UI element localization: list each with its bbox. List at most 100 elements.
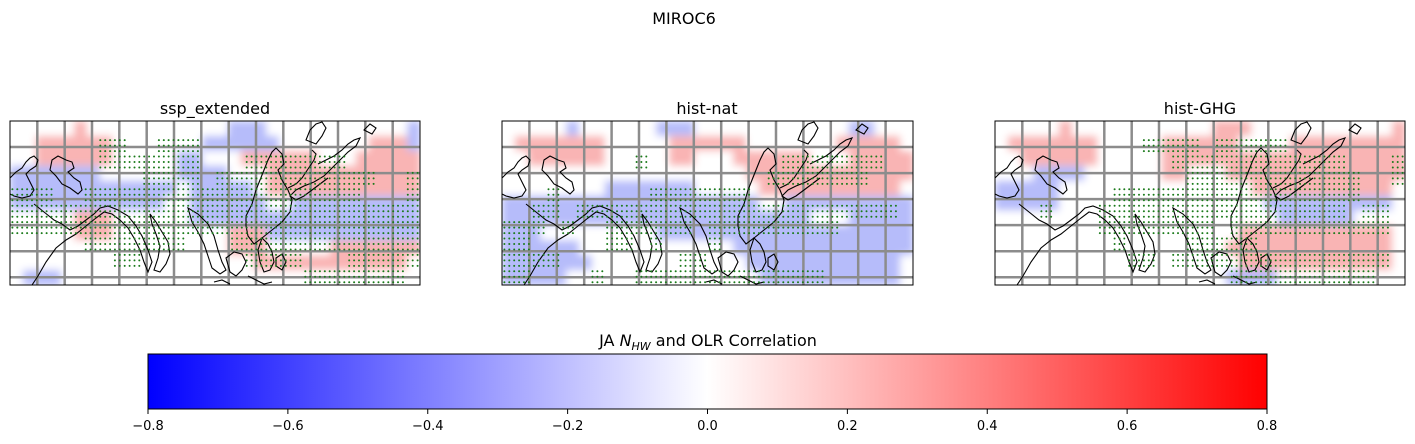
stipple-dot xyxy=(1128,226,1131,229)
stipple-dot xyxy=(679,188,682,191)
stipple-dot xyxy=(723,221,726,224)
stipple-dot xyxy=(1186,243,1189,245)
stipple-dot xyxy=(787,182,790,185)
stipple-dot xyxy=(1142,210,1145,213)
stipple-dot xyxy=(694,275,697,278)
stipple-dot xyxy=(557,210,560,213)
stipple-dot xyxy=(1240,182,1243,185)
stipple-dot xyxy=(1113,210,1116,213)
stipple-dot xyxy=(1357,281,1360,284)
heatmap-cell xyxy=(189,225,203,241)
stipple-dot xyxy=(1221,264,1223,267)
stipple-dot xyxy=(265,264,268,267)
stipple-dot xyxy=(372,248,375,251)
stipple-dot xyxy=(372,253,375,256)
stipple-dot xyxy=(767,221,770,224)
stipple-dot xyxy=(1211,221,1214,224)
heatmap-cell xyxy=(266,240,280,256)
heatmap-cell xyxy=(138,135,152,152)
heatmap-cell xyxy=(553,121,567,137)
stipple-dot xyxy=(70,204,72,207)
stipple-dot xyxy=(1318,166,1321,169)
stipple-dot xyxy=(1191,144,1194,147)
stipple-dot xyxy=(860,171,863,174)
stipple-dot xyxy=(1250,166,1253,169)
stipple-dot xyxy=(1216,139,1219,142)
stipple-dot xyxy=(1308,155,1311,158)
stipple-dot xyxy=(689,232,692,235)
heatmap-cell xyxy=(343,150,357,167)
stipple-dot xyxy=(1260,259,1262,262)
stipple-dot xyxy=(397,243,399,245)
stipple-dot xyxy=(231,221,234,224)
stipple-dot xyxy=(753,232,755,235)
stipple-dot xyxy=(157,221,160,224)
stipple-dot xyxy=(655,237,658,240)
stipple-dot xyxy=(157,199,160,202)
stipple-dot xyxy=(333,248,336,251)
stipple-dot xyxy=(148,232,151,235)
stipple-dot xyxy=(772,221,775,224)
stipple-dot xyxy=(138,248,141,251)
stipple-dot xyxy=(358,204,360,207)
stipple-dot xyxy=(694,259,697,262)
stipple-dot xyxy=(1240,144,1243,147)
stipple-dot xyxy=(1216,259,1219,262)
stipple-dot xyxy=(660,215,662,218)
heatmap-cell xyxy=(1353,150,1368,167)
colorbar-tick-label: −0.6 xyxy=(272,419,304,434)
heatmap-cell xyxy=(720,255,734,271)
stipple-dot xyxy=(1250,171,1253,174)
stipple-dot xyxy=(1357,226,1360,229)
stipple-dot xyxy=(245,243,248,245)
stipple-dot xyxy=(177,144,180,147)
stipple-dot xyxy=(1299,171,1302,174)
stipple-dot xyxy=(1186,193,1189,196)
stipple-dot xyxy=(1284,210,1287,213)
stipple-dot xyxy=(679,253,682,256)
stipple-dot xyxy=(1147,232,1150,235)
stipple-dot xyxy=(1343,155,1345,158)
stipple-dot xyxy=(611,221,614,224)
stipple-dot xyxy=(348,221,351,224)
stipple-dot xyxy=(806,226,809,229)
stipple-dot xyxy=(245,188,248,191)
stipple-dot xyxy=(1216,237,1219,240)
stipple-dot xyxy=(527,264,530,267)
stipple-dot xyxy=(1221,161,1223,163)
stipple-dot xyxy=(1240,199,1243,202)
stipple-dot xyxy=(1206,221,1209,224)
heatmap-cell xyxy=(566,150,580,167)
stipple-dot xyxy=(816,204,819,207)
stipple-dot xyxy=(1313,221,1316,224)
stipple-dot xyxy=(167,150,170,153)
stipple-dot xyxy=(314,204,317,207)
stipple-dot xyxy=(26,226,29,229)
stipple-dot xyxy=(348,264,351,267)
stipple-dot xyxy=(1284,171,1287,174)
heatmap-cell xyxy=(1392,121,1405,137)
stipple-dot xyxy=(1303,253,1306,256)
stipple-dot xyxy=(416,204,419,207)
stipple-dot xyxy=(811,226,814,229)
stipple-dot xyxy=(89,204,92,207)
stipple-dot xyxy=(748,204,751,207)
stipple-dot xyxy=(679,221,682,224)
stipple-dot xyxy=(850,215,853,218)
stipple-dot xyxy=(265,248,268,251)
stipple-dot xyxy=(718,226,721,229)
stipple-dot xyxy=(1240,188,1243,191)
stipple-dot xyxy=(650,243,653,245)
stipple-dot xyxy=(309,177,312,180)
stipple-dot xyxy=(1206,232,1209,235)
stipple-dot xyxy=(221,210,224,213)
stipple-dot xyxy=(699,281,702,284)
stipple-dot xyxy=(1289,210,1292,213)
heatmap-cell xyxy=(1071,225,1086,241)
heatmap-cell xyxy=(502,180,516,197)
stipple-dot xyxy=(797,171,799,174)
stipple-dot xyxy=(40,199,43,202)
stipple-dot xyxy=(1274,177,1277,180)
stipple-dot xyxy=(1362,204,1365,207)
stipple-dot xyxy=(182,150,185,153)
